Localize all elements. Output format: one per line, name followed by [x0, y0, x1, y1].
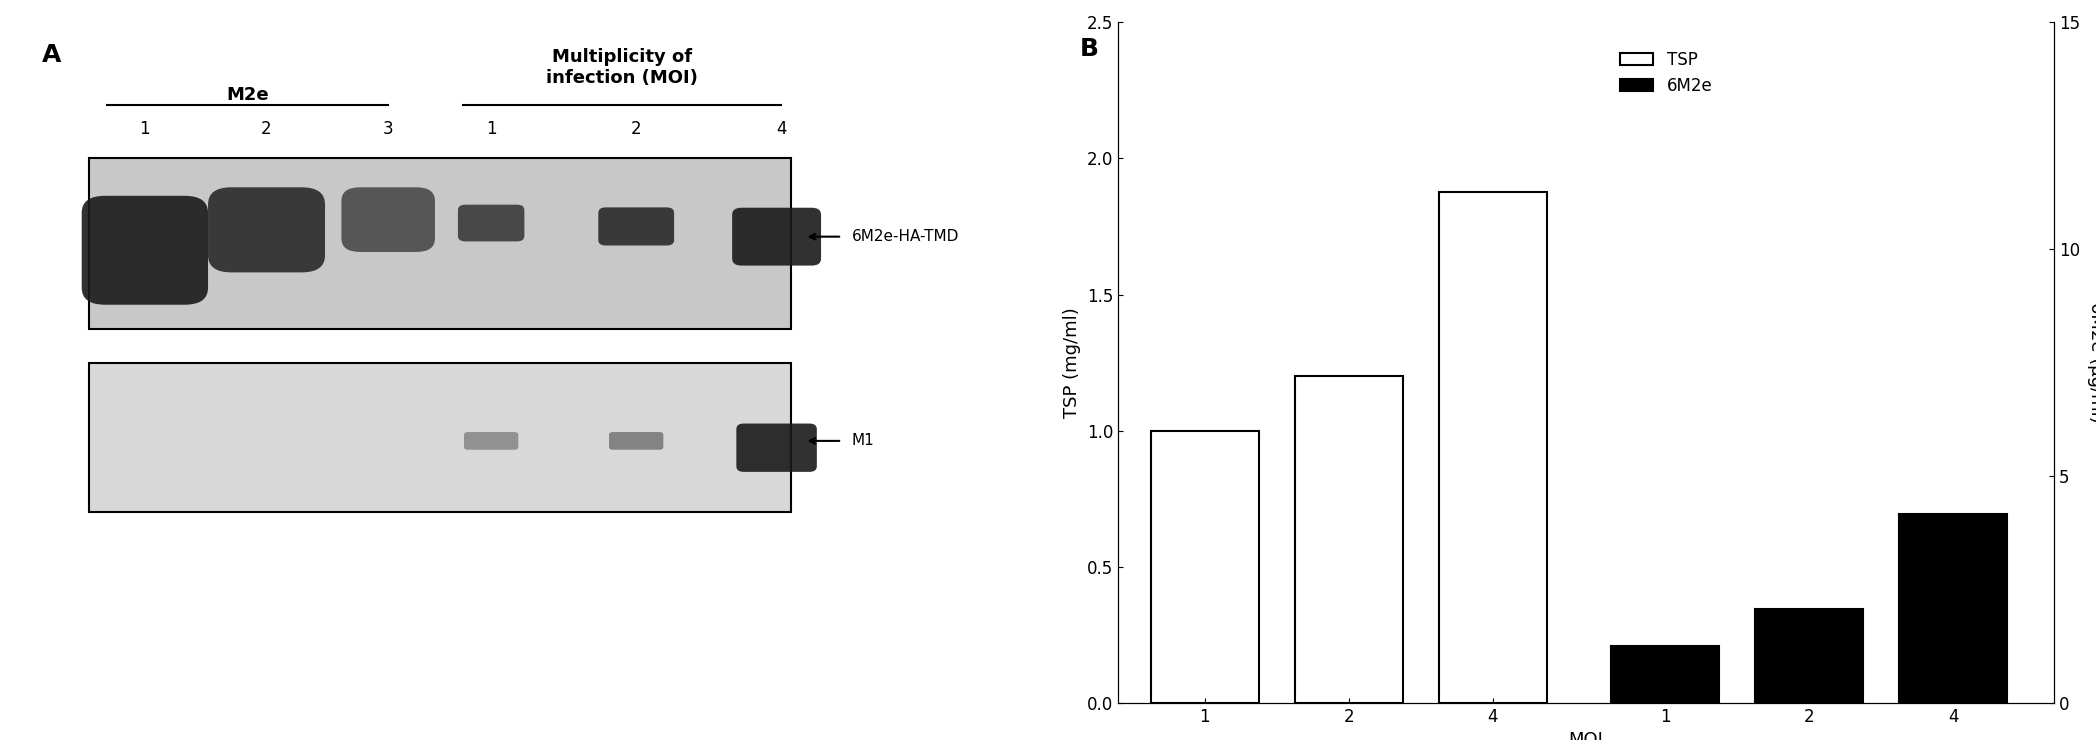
Text: 3: 3 — [384, 120, 394, 138]
Text: 4: 4 — [776, 120, 786, 138]
Bar — [1295, 376, 1402, 703]
FancyBboxPatch shape — [597, 207, 675, 246]
FancyBboxPatch shape — [342, 187, 436, 252]
X-axis label: MOI: MOI — [1568, 731, 1603, 740]
FancyBboxPatch shape — [736, 423, 817, 472]
FancyBboxPatch shape — [88, 363, 790, 512]
FancyBboxPatch shape — [208, 187, 325, 272]
Text: 2: 2 — [262, 120, 272, 138]
Text: 1: 1 — [486, 120, 497, 138]
Bar — [1438, 192, 1547, 703]
Text: M2e: M2e — [226, 86, 268, 104]
Bar — [1754, 609, 1863, 703]
Text: B: B — [1079, 37, 1098, 61]
Text: A: A — [42, 43, 61, 67]
Bar — [1899, 514, 2008, 703]
Text: Multiplicity of
infection (MOI): Multiplicity of infection (MOI) — [547, 48, 698, 87]
FancyBboxPatch shape — [82, 196, 208, 305]
Text: 1: 1 — [140, 120, 151, 138]
Y-axis label: TSP (mg/ml): TSP (mg/ml) — [1063, 307, 1082, 418]
Bar — [1151, 431, 1258, 703]
Text: 6M2e-HA-TMD: 6M2e-HA-TMD — [851, 229, 958, 244]
FancyBboxPatch shape — [610, 432, 662, 450]
FancyBboxPatch shape — [457, 205, 524, 241]
FancyBboxPatch shape — [88, 158, 790, 329]
Bar — [1612, 646, 1719, 703]
Text: M1: M1 — [851, 434, 874, 448]
Y-axis label: 6M2e (μg/ml): 6M2e (μg/ml) — [2088, 302, 2096, 423]
FancyBboxPatch shape — [463, 432, 518, 450]
Text: 2: 2 — [631, 120, 641, 138]
Legend: TSP, 6M2e: TSP, 6M2e — [1614, 44, 1719, 102]
FancyBboxPatch shape — [732, 208, 822, 266]
